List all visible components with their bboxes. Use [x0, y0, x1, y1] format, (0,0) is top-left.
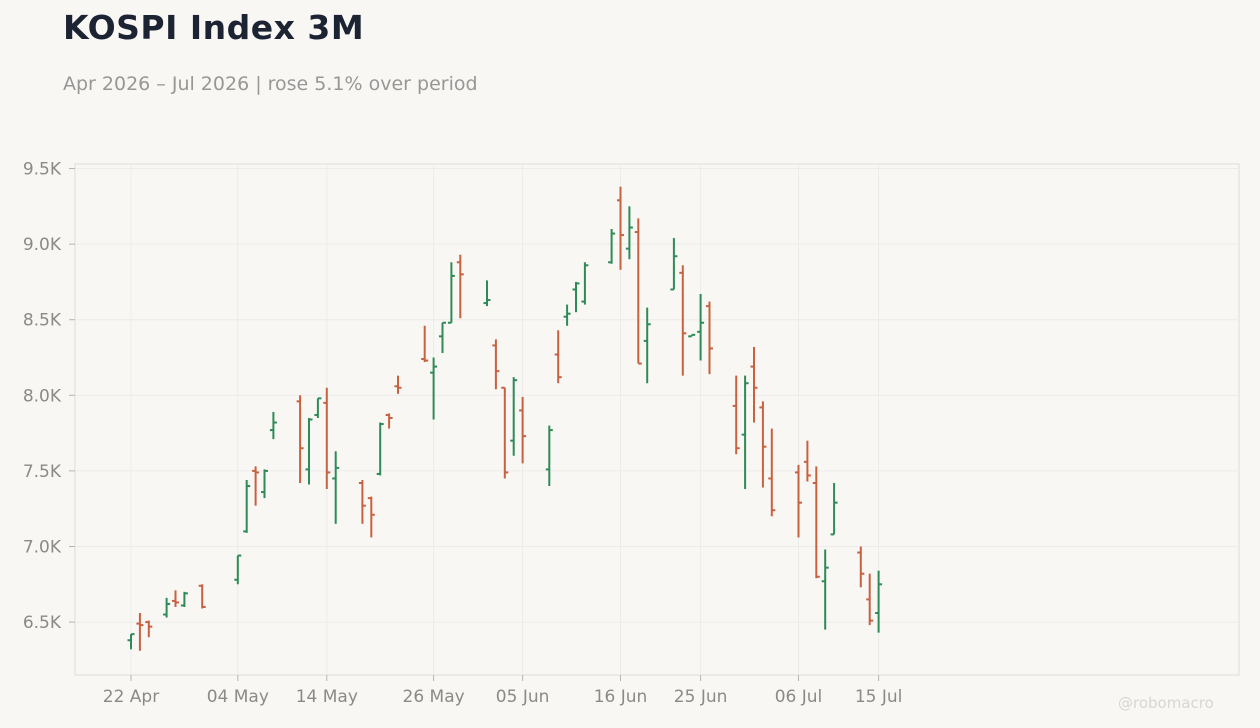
- y-tick-label: 7.0K: [23, 537, 62, 557]
- ohlc-bar: [875, 570, 883, 633]
- ohlc-bar: [741, 375, 749, 490]
- ohlc-bar: [180, 591, 188, 607]
- ohlc-bar: [617, 186, 624, 270]
- x-tick-label: 06 Jul: [775, 687, 823, 707]
- ohlc-bar: [812, 466, 820, 579]
- x-tick-label: 04 May: [207, 687, 269, 707]
- x-tick-label: 26 May: [403, 687, 465, 707]
- ohlc-bar: [269, 411, 277, 440]
- chart-title: KOSPI Index 3M: [63, 8, 365, 47]
- ohlc-bar: [296, 395, 304, 483]
- ohlc-bar: [492, 339, 500, 390]
- ohlc-bar: [430, 357, 438, 420]
- ohlc-bar: [314, 397, 322, 418]
- y-tick-label: 6.5K: [23, 613, 62, 633]
- ohlc-bar: [323, 387, 331, 490]
- ohlc-bar: [563, 304, 571, 326]
- y-tick-label: 9.0K: [23, 235, 62, 255]
- ohlc-bar: [688, 333, 696, 338]
- ohlc-bar: [706, 301, 713, 375]
- ohlc-bar: [519, 396, 527, 464]
- ohlc-bar: [679, 265, 687, 376]
- watermark: @robomacro: [1118, 694, 1214, 712]
- ohlc-bar: [439, 321, 446, 353]
- ohlc-bar: [367, 496, 375, 538]
- ohlc-bar: [252, 466, 260, 506]
- ohlc-bar: [572, 281, 580, 313]
- ohlc-bar: [634, 218, 642, 365]
- ohlc-bar: [830, 482, 838, 536]
- x-tick-label: 22 Apr: [103, 687, 159, 707]
- ohlc-bar: [803, 440, 811, 482]
- y-axis: 6.5K 7.0K 7.5K 8.0K 8.5K 9.0K 9.5K: [23, 160, 75, 633]
- chart-subtitle: Apr 2026 – Jul 2026 | rose 5.1% over per…: [63, 73, 478, 95]
- ohlc-bar: [376, 422, 384, 476]
- ohlc-bar: [608, 229, 616, 264]
- ohlc-bar: [198, 584, 206, 609]
- y-tick-label: 9.5K: [23, 160, 62, 180]
- ohlc-bar: [136, 613, 144, 651]
- y-tick-label: 8.5K: [23, 311, 62, 331]
- ohlc-bar: [857, 546, 865, 588]
- ohlc-bar: [625, 206, 633, 260]
- ohlc-bar: [866, 573, 874, 626]
- ohlc-bar: [581, 262, 589, 305]
- ohlc-bar: [501, 386, 509, 479]
- ohlc-bar: [510, 377, 518, 456]
- ohlc-bar: [821, 549, 829, 630]
- x-axis: 22 Apr 04 May 14 May 26 May 05 Jun 16 Jun 25 J…: [103, 675, 903, 707]
- x-tick-label: 05 Jun: [496, 687, 550, 707]
- ohlc-bars: [127, 186, 883, 651]
- ohlc-bar: [768, 428, 776, 517]
- ohlc-bar: [305, 417, 313, 485]
- ohlc-bar: [643, 307, 651, 384]
- x-tick-label: 25 Jun: [674, 687, 728, 707]
- ohlc-bar: [234, 554, 242, 585]
- ohlc-bar: [172, 590, 179, 607]
- ohlc-bar: [332, 451, 340, 524]
- plot-area: [74, 163, 1240, 676]
- ohlc-bar: [145, 620, 153, 638]
- x-tick-label: 15 Jul: [855, 687, 903, 707]
- ohlc-bar: [394, 375, 402, 394]
- ohlc-bar: [243, 479, 251, 533]
- ohlc-bar: [483, 280, 491, 307]
- ohlc-bar: [127, 633, 135, 650]
- ohlc-bar: [750, 346, 758, 423]
- x-tick-label: 14 May: [296, 687, 358, 707]
- ohlc-bar: [421, 325, 429, 363]
- ohlc-bar: [456, 254, 464, 319]
- x-tick-label: 16 Jun: [594, 687, 648, 707]
- y-tick-label: 8.0K: [23, 386, 62, 406]
- ohlc-bar: [163, 597, 171, 618]
- ohlc-bar: [670, 238, 678, 291]
- ohlc-bar: [385, 413, 393, 429]
- ohlc-bar: [358, 479, 366, 524]
- y-tick-label: 7.5K: [23, 462, 62, 482]
- ohlc-bar: [732, 375, 740, 455]
- ohlc-bar: [261, 469, 268, 499]
- ohlc-bar: [759, 401, 767, 488]
- grid-lines: [75, 164, 1239, 675]
- ohlc-bar: [697, 294, 705, 361]
- ohlc-bar: [447, 262, 455, 324]
- ohlc-bar: [545, 425, 553, 487]
- ohlc-bar: [795, 464, 802, 538]
- ohlc-bar: [554, 330, 562, 384]
